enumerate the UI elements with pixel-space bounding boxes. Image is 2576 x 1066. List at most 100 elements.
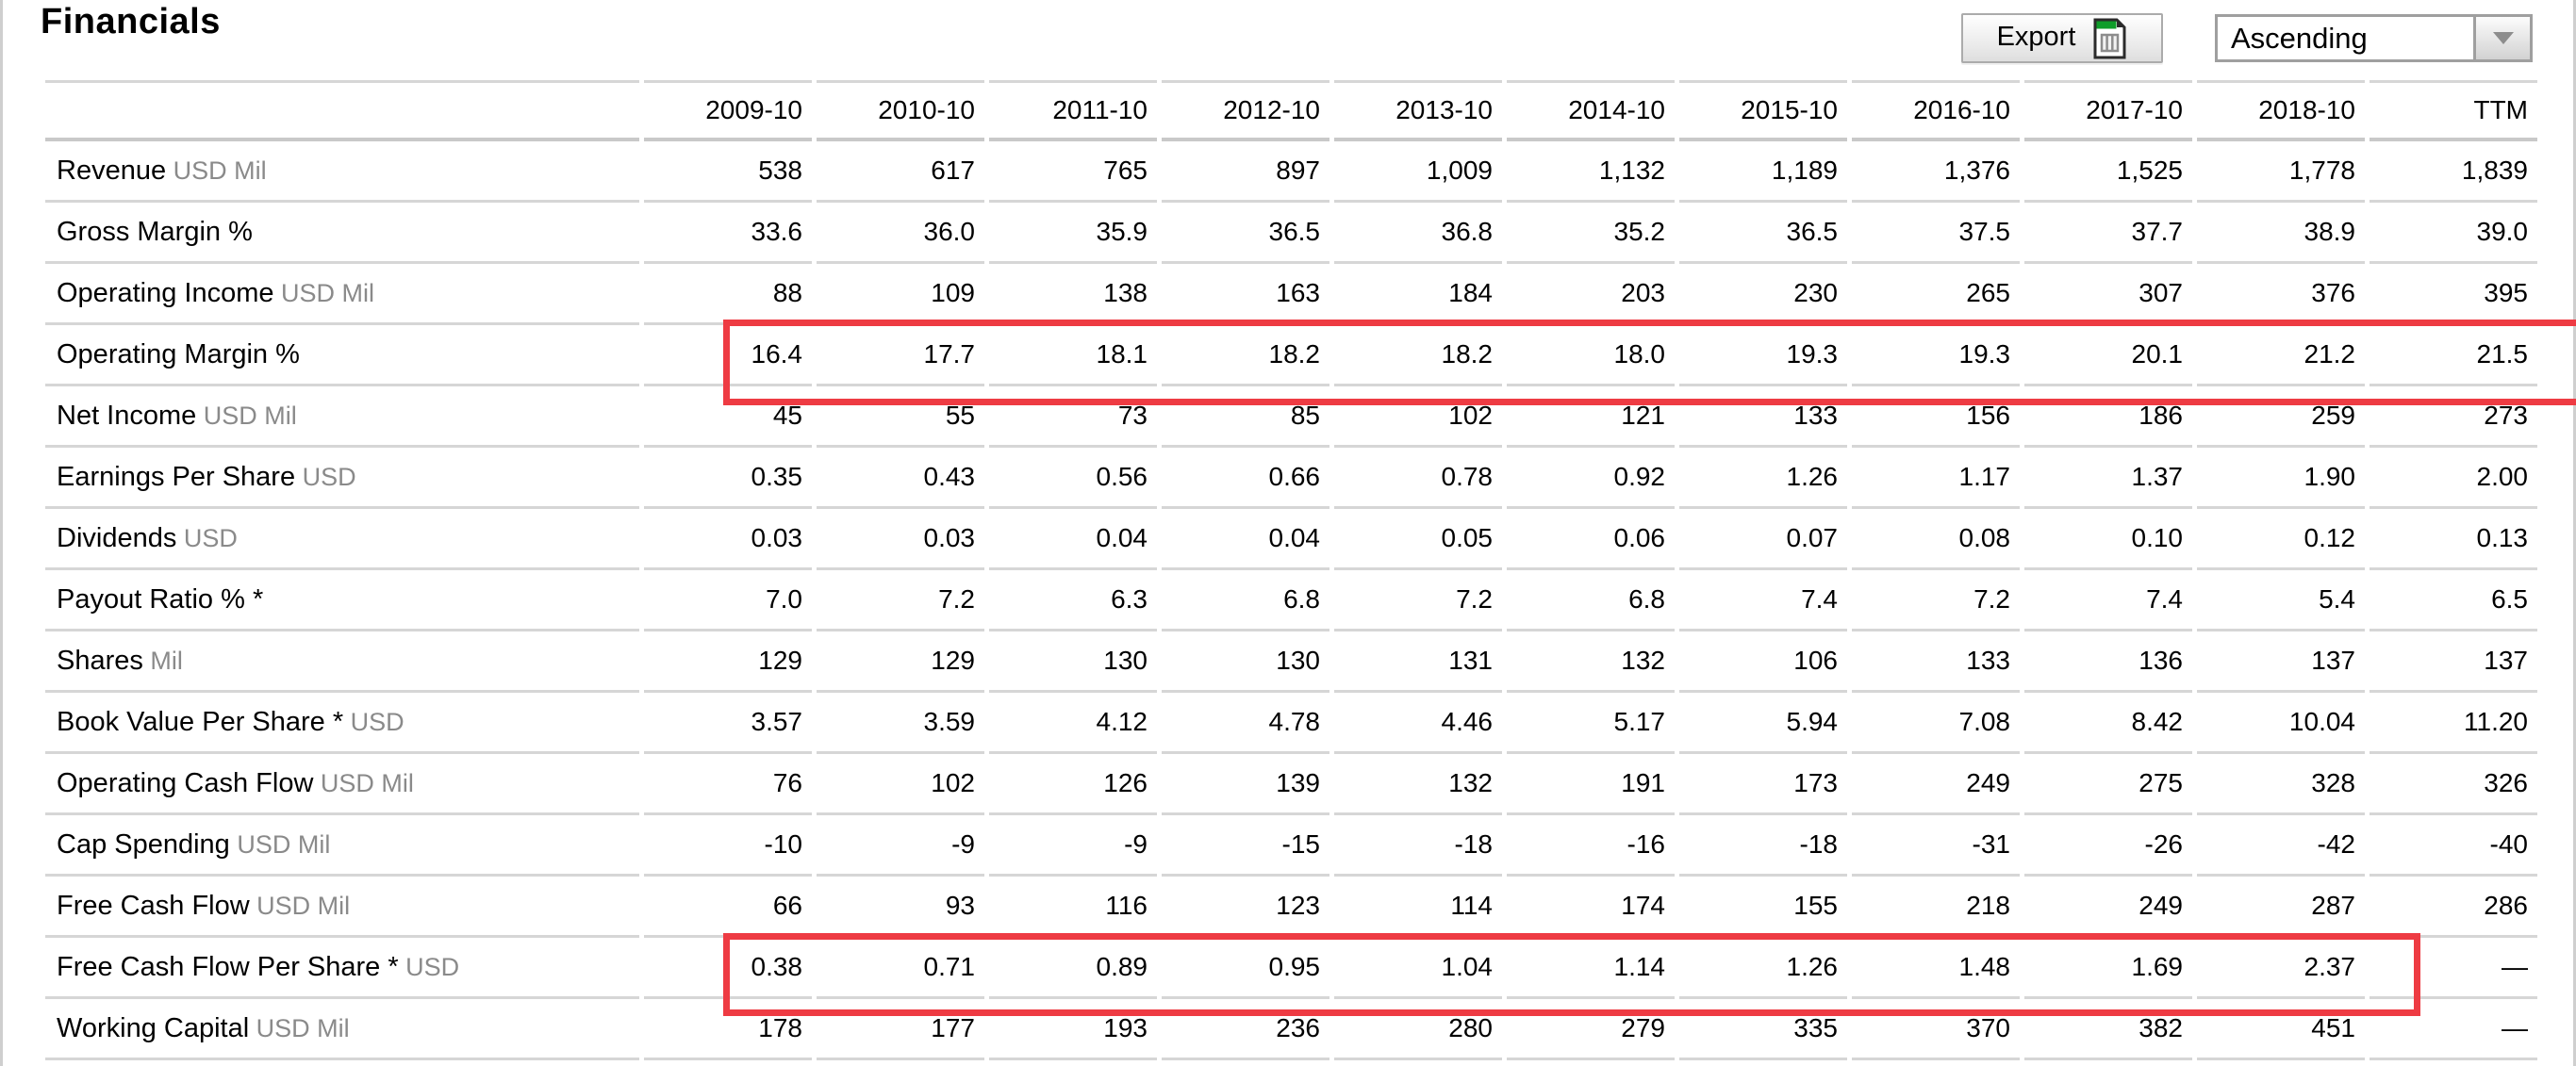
cell-value: 136 — [2024, 631, 2192, 693]
cell-value: -16 — [1507, 815, 1675, 877]
table-row: Operating Income USD Mil 88 109 138 163 184 20… — [45, 264, 2537, 325]
cell-value: 0.03 — [817, 509, 984, 570]
cell-value: 7.2 — [1334, 570, 1502, 631]
cell-value: 1.14 — [1507, 938, 1675, 999]
cell-value: 174 — [1507, 877, 1675, 938]
cell-value: 265 — [1852, 264, 2020, 325]
cell-value: 156 — [1852, 386, 2020, 448]
cell-value: 8.42 — [2024, 693, 2192, 754]
cell-value: 335 — [1679, 999, 1847, 1060]
cell-value: 328 — [2197, 754, 2365, 815]
cell-value: 4.46 — [1334, 693, 1502, 754]
cell-value: 1.37 — [2024, 448, 2192, 509]
cell-value: 133 — [1852, 631, 2020, 693]
cell-value: 11.20 — [2370, 693, 2537, 754]
row-label-text: Revenue — [57, 155, 167, 186]
cell-value: 4.78 — [1162, 693, 1329, 754]
cell-value: 0.89 — [989, 938, 1157, 999]
cell-value: 1,376 — [1852, 141, 2020, 203]
cell-value: 7.0 — [644, 570, 812, 631]
cell-value: 35.9 — [989, 203, 1157, 264]
cell-value: 191 — [1507, 754, 1675, 815]
cell-value: 184 — [1334, 264, 1502, 325]
cell-value: 139 — [1162, 754, 1329, 815]
cell-value: -40 — [2370, 815, 2537, 877]
row-label: Free Cash Flow Per Share * USD — [45, 938, 639, 999]
cell-value: 106 — [1679, 631, 1847, 693]
cell-value: 0.06 — [1507, 509, 1675, 570]
cell-value: 0.12 — [2197, 509, 2365, 570]
row-label: Operating Margin % — [45, 325, 639, 386]
row-unit-text: USD — [398, 952, 460, 981]
table-row: Gross Margin % 33.6 36.0 35.9 36.5 36.8 35.2 36… — [45, 203, 2537, 264]
cell-value: 0.66 — [1162, 448, 1329, 509]
cell-value: 177 — [817, 999, 984, 1060]
row-label-text: Shares — [57, 645, 143, 676]
cell-value: 7.2 — [1852, 570, 2020, 631]
cell-value: 249 — [2024, 877, 2192, 938]
sort-order-dropdown[interactable]: Ascending — [2215, 14, 2533, 62]
cell-value: 2.00 — [2370, 448, 2537, 509]
cell-value: 6.8 — [1162, 570, 1329, 631]
cell-value: 1,525 — [2024, 141, 2192, 203]
cell-value: 218 — [1852, 877, 2020, 938]
cell-value: 1.26 — [1679, 448, 1847, 509]
cell-value: 0.04 — [1162, 509, 1329, 570]
cell-value: 0.43 — [817, 448, 984, 509]
cell-value: 21.5 — [2370, 325, 2537, 386]
cell-value: 155 — [1679, 877, 1847, 938]
export-button[interactable]: Export — [1961, 13, 2163, 63]
cell-value: 0.03 — [644, 509, 812, 570]
cell-value: 259 — [2197, 386, 2365, 448]
cell-value: 18.2 — [1334, 325, 1502, 386]
cell-value: 1,778 — [2197, 141, 2365, 203]
column-header-2016-10: 2016-10 — [1852, 80, 2020, 141]
row-label-text: Operating Cash Flow — [57, 767, 314, 798]
cell-value: 0.13 — [2370, 509, 2537, 570]
cell-value: 19.3 — [1852, 325, 2020, 386]
cell-value: 6.3 — [989, 570, 1157, 631]
cell-value: 230 — [1679, 264, 1847, 325]
row-label: Net Income USD Mil — [45, 386, 639, 448]
column-header-2010-10: 2010-10 — [817, 80, 984, 141]
cell-value: 121 — [1507, 386, 1675, 448]
sort-dropdown-arrow-button[interactable] — [2473, 17, 2530, 59]
cell-value: 5.4 — [2197, 570, 2365, 631]
cell-value: 382 — [2024, 999, 2192, 1060]
cell-value: 538 — [644, 141, 812, 203]
row-label-text: Book Value Per Share * — [57, 706, 344, 737]
column-header-2017-10: 2017-10 — [2024, 80, 2192, 141]
cell-value: 1.48 — [1852, 938, 2020, 999]
row-label: Shares Mil — [45, 631, 639, 693]
row-label-text: Free Cash Flow Per Share * — [57, 951, 399, 982]
row-label-text: Operating Income — [57, 277, 274, 308]
cell-value: 173 — [1679, 754, 1847, 815]
row-label: Book Value Per Share * USD — [45, 693, 639, 754]
row-label: Dividends USD — [45, 509, 639, 570]
cell-value: 55 — [817, 386, 984, 448]
corner-header-cell — [45, 80, 639, 141]
cell-value: 131 — [1334, 631, 1502, 693]
row-unit-text: USD — [295, 462, 356, 491]
cell-value: 617 — [817, 141, 984, 203]
cell-value: 116 — [989, 877, 1157, 938]
cell-value: 326 — [2370, 754, 2537, 815]
cell-value: 163 — [1162, 264, 1329, 325]
row-label: Gross Margin % — [45, 203, 639, 264]
cell-value: -31 — [1852, 815, 2020, 877]
table-row: Dividends USD 0.03 0.03 0.04 0.04 0.05 0.06 0.0… — [45, 509, 2537, 570]
table-row: Operating Cash Flow USD Mil 76 102 126 139 13… — [45, 754, 2537, 815]
cell-value: 16.4 — [644, 325, 812, 386]
cell-value: 36.0 — [817, 203, 984, 264]
cell-value: 33.6 — [644, 203, 812, 264]
cell-value: 7.4 — [1679, 570, 1847, 631]
cell-value: 0.95 — [1162, 938, 1329, 999]
cell-value: 287 — [2197, 877, 2365, 938]
cell-value: 126 — [989, 754, 1157, 815]
cell-value: 0.08 — [1852, 509, 2020, 570]
cell-value: 370 — [1852, 999, 2020, 1060]
table-body: Revenue USD Mil 538 617 765 897 1,009 1,132 1,1… — [45, 141, 2537, 1060]
cell-value: 133 — [1679, 386, 1847, 448]
cell-value: 0.56 — [989, 448, 1157, 509]
cell-value: 4.12 — [989, 693, 1157, 754]
